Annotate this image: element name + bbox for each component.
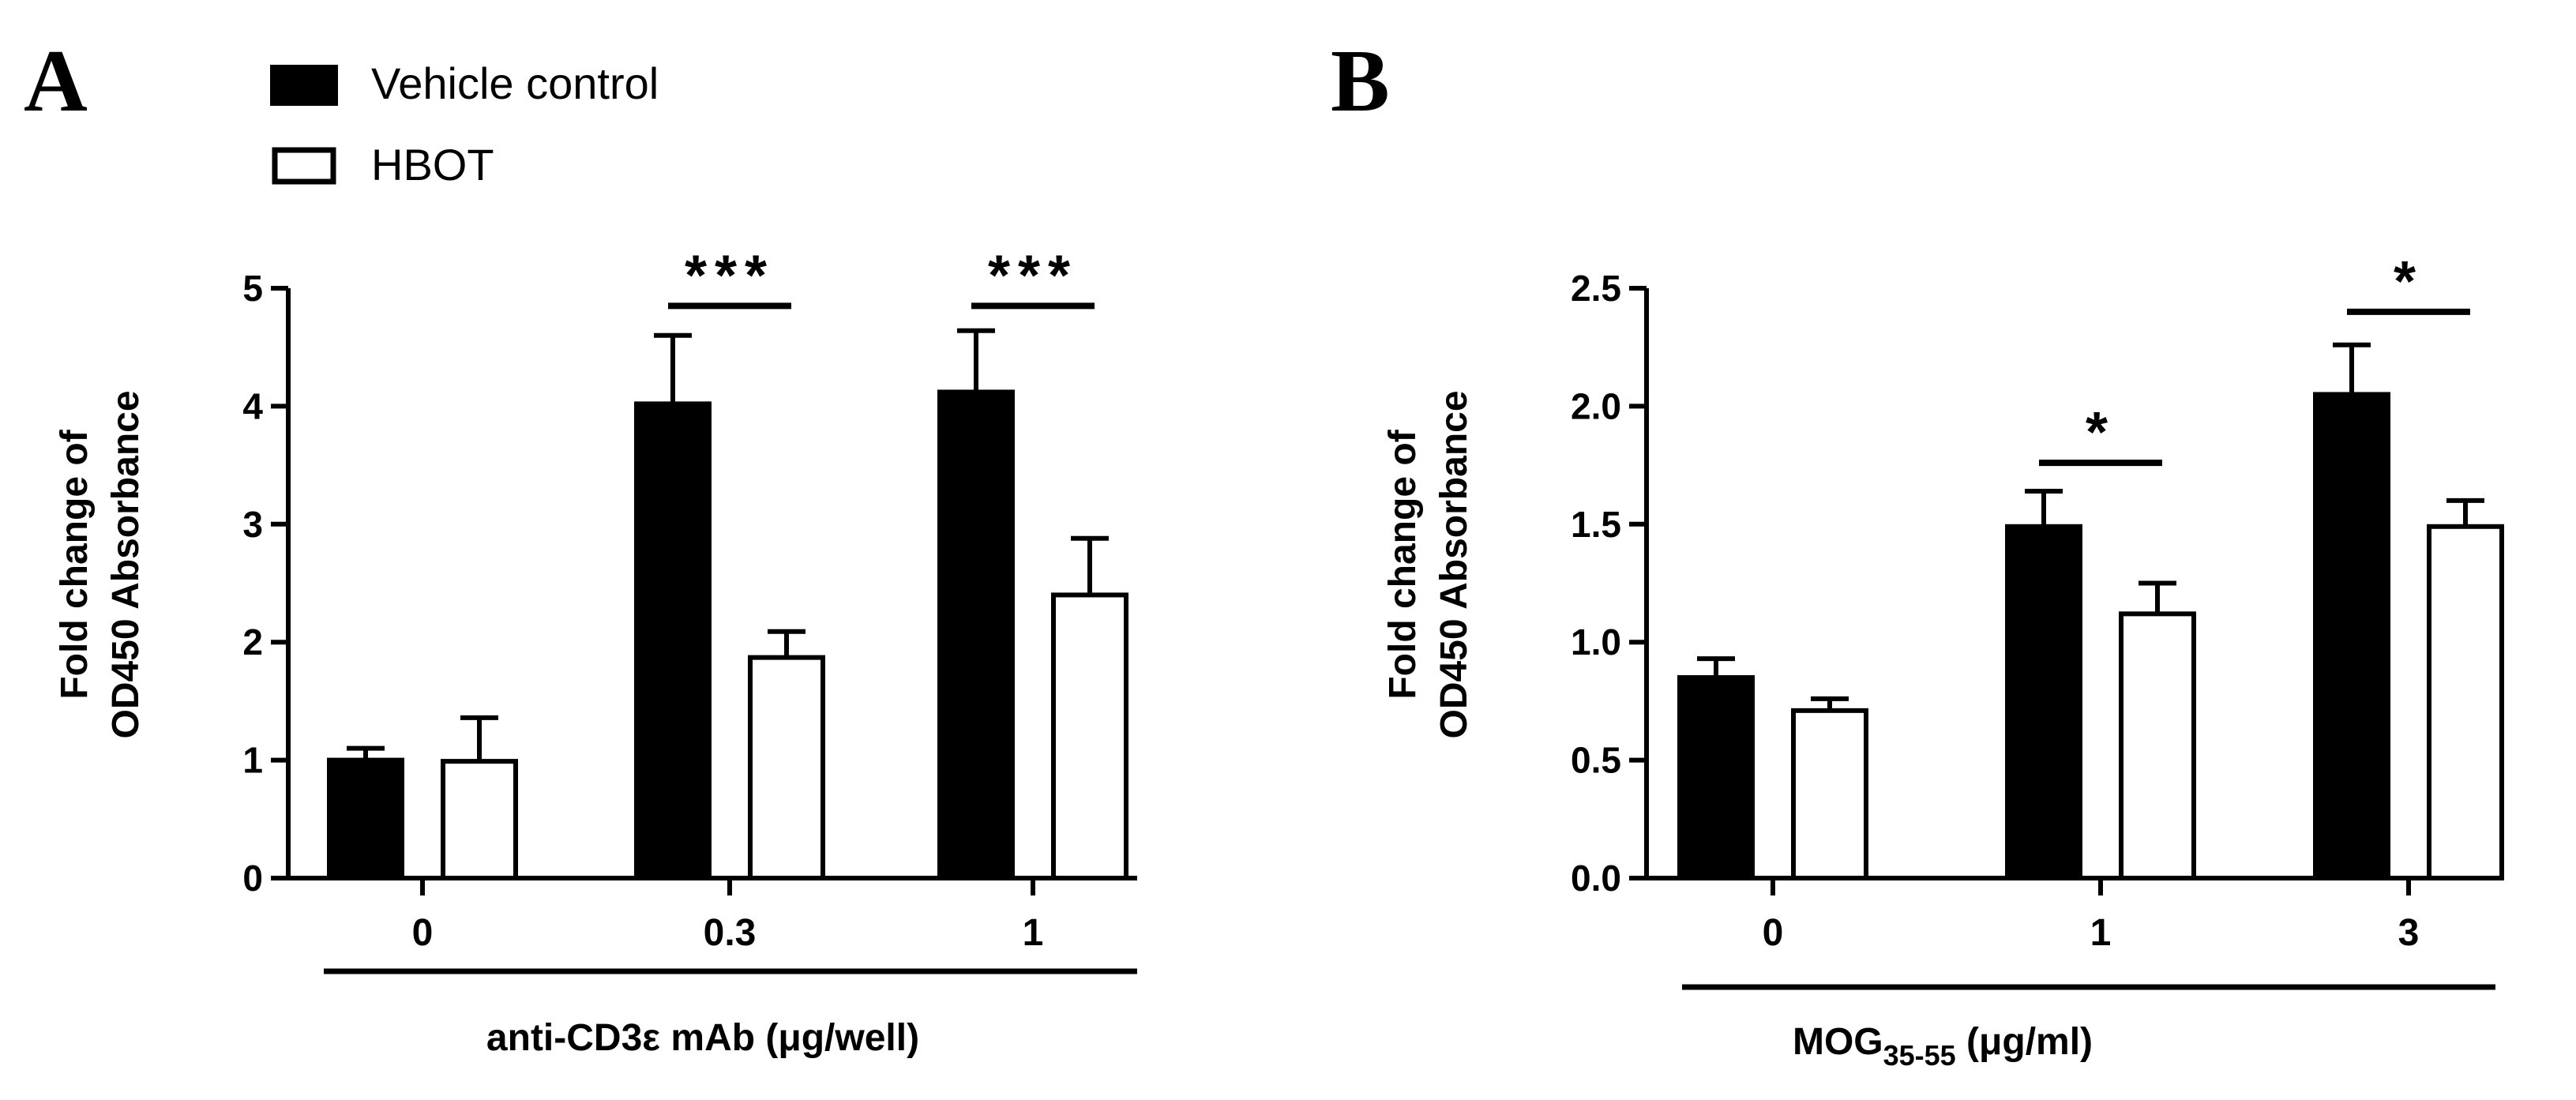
panel-b-ylabel-line1: Fold change of	[1382, 429, 1424, 699]
panel-b-category-label: 1	[2090, 912, 2112, 954]
panel-a-category-label: 0.3	[704, 912, 757, 954]
panel-a-ylabel-line2: OD450 Absorbance	[105, 390, 147, 738]
panel-b: 0.0 0.5 1.0 1.5 2.0 2.5 0 1 3 * *	[1571, 250, 2504, 954]
panel-a-category-label: 0	[412, 912, 434, 954]
panel-b-xlabel-rest: (μg/ml)	[1956, 1021, 2093, 1063]
panel-a-bar-vehicle	[937, 389, 1015, 880]
panel-b-ytick-label: 2.5	[1571, 268, 1621, 309]
panel-a-ytick-label: 1	[242, 740, 263, 781]
panel-b-ytick-label: 2.0	[1571, 385, 1621, 426]
panel-b-category-label: 3	[2398, 912, 2420, 954]
panel-a-bar-vehicle	[634, 401, 712, 880]
panel-b-ylabel-line2: OD450 Absorbance	[1433, 390, 1475, 738]
panel-b-letter: B	[1331, 32, 1390, 130]
panel-b-bar-vehicle	[2313, 392, 2390, 880]
panel-a-significance-label: ***	[988, 244, 1078, 307]
panel-a-xlabel: anti-CD3ε mAb (μg/well)	[486, 1017, 919, 1059]
panel-a-ytick-label: 4	[242, 385, 263, 426]
panel-b-bar-vehicle	[2005, 524, 2082, 881]
panel-a-ytick-label: 2	[242, 621, 263, 663]
legend-swatch-hbot	[272, 147, 336, 185]
panel-b-significance-label: *	[2086, 401, 2116, 464]
panel-b-xlabel-main: MOG	[1793, 1021, 1883, 1063]
panel-b-bar-hbot	[2119, 611, 2196, 880]
panel-b-xlabel: MOG35-55 (μg/ml)	[1793, 1021, 2093, 1072]
panel-a-significance-label: ***	[685, 244, 775, 307]
legend-label-vehicle: Vehicle control	[371, 58, 659, 108]
panel-b-xlabel-sub: 35-55	[1883, 1039, 1956, 1072]
panel-a-letter: A	[24, 32, 88, 130]
panel-a-ylabel-line1: Fold change of	[54, 429, 96, 699]
panel-a-category-label: 1	[1023, 912, 1044, 954]
panel-b-bar-vehicle	[1677, 675, 1755, 881]
panel-b-ytick-label: 0.0	[1571, 858, 1621, 899]
panel-b-bar-hbot	[1791, 708, 1868, 880]
panel-b-ytick-label: 0.5	[1571, 740, 1621, 781]
panel-a-bar-hbot	[1051, 592, 1128, 880]
panel-a-ytick-label: 0	[242, 858, 263, 899]
panel-a-bar-vehicle	[327, 757, 404, 880]
panel-b-category-label: 0	[1763, 912, 1784, 954]
panel-b-ytick-label: 1.0	[1571, 621, 1621, 663]
panel-a-bar-hbot	[748, 655, 825, 880]
panel-a-ytick-label: 5	[242, 268, 263, 309]
panel-b-significance-label: *	[2394, 250, 2424, 313]
panel-a-bar-hbot	[441, 759, 518, 880]
legend-label-hbot: HBOT	[371, 140, 494, 190]
panel-a-ytick-label: 3	[242, 504, 263, 545]
panel-a: 0 1 2 3 4 5 0 0.3 1 *** ***	[242, 244, 1137, 954]
panel-b-ytick-label: 1.5	[1571, 504, 1621, 545]
panel-b-bar-hbot	[2427, 524, 2504, 881]
legend-swatch-vehicle	[270, 65, 338, 106]
